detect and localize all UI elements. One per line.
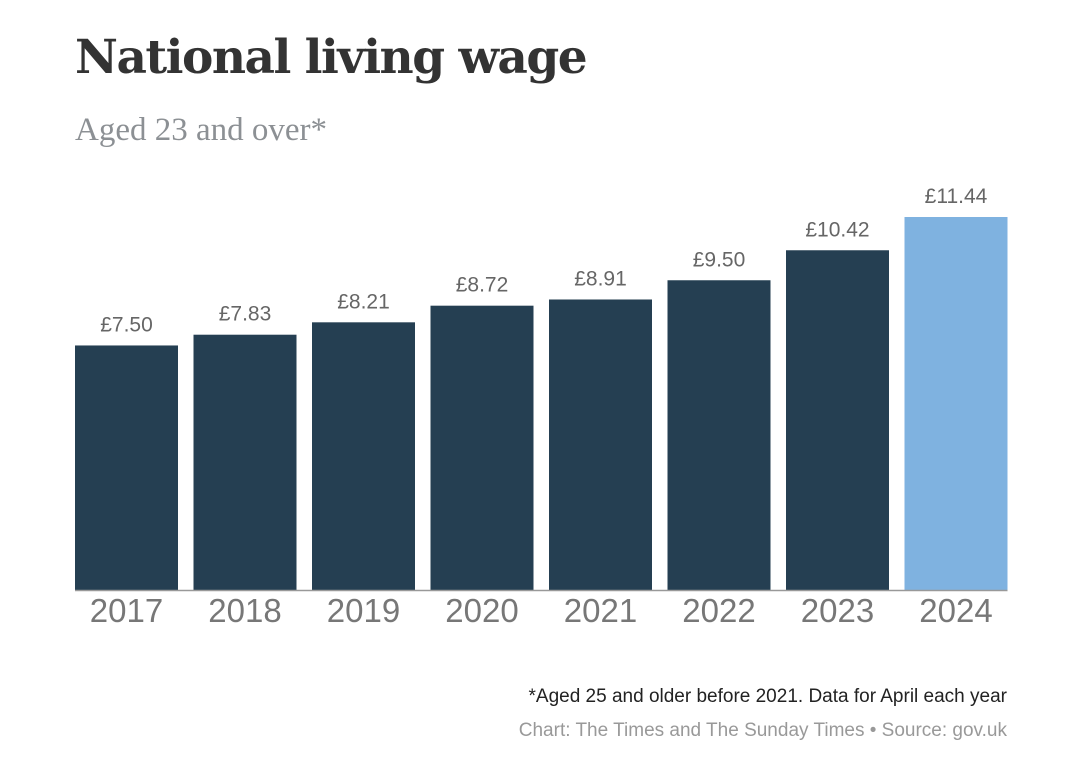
bar-2023 [786,250,889,590]
data-label-2019: £8.21 [337,290,390,313]
x-tick-label: 2018 [208,592,281,629]
bar-2024 [904,217,1008,590]
x-tick-label: 2024 [919,592,992,629]
source-credit: Chart: The Times and The Sunday Times • … [518,720,1007,741]
x-tick-label: 2022 [682,592,755,629]
bar-2021 [549,299,652,590]
x-tick-label: 2021 [564,592,637,629]
data-label-2022: £9.50 [693,248,746,271]
x-tick-label: 2017 [90,592,163,629]
x-tick-label: 2023 [801,592,874,629]
x-tick-label: 2019 [327,592,400,629]
data-label-2020: £8.72 [456,274,509,297]
data-label-2017: £7.50 [100,313,153,336]
data-label-2024: £11.44 [925,185,988,208]
chart-subtitle: Aged 23 and over* [75,112,328,148]
data-label-2021: £8.91 [574,267,627,290]
data-label-2023: £10.42 [805,218,869,241]
data-label-2018: £7.83 [219,303,272,326]
bar-2022 [667,280,771,590]
bar-2020 [430,305,534,590]
bar-2017 [75,345,178,590]
bar-2019 [312,322,415,590]
chart-title: National living wage [75,30,588,85]
bar-2018 [193,334,297,590]
x-tick-label: 2020 [445,592,518,629]
footnote: *Aged 25 and older before 2021. Data for… [528,686,1008,707]
